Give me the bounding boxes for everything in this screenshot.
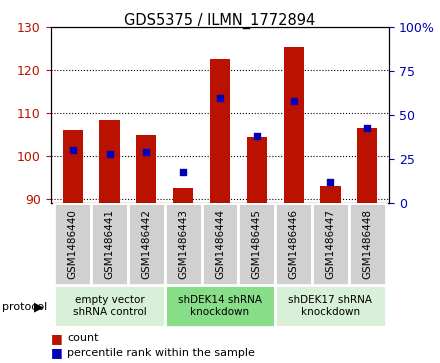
- Bar: [238, 203, 275, 285]
- Text: GSM1486442: GSM1486442: [141, 209, 151, 279]
- Point: [216, 95, 224, 101]
- Text: GSM1486446: GSM1486446: [289, 209, 299, 279]
- Text: GSM1486443: GSM1486443: [178, 209, 188, 279]
- Text: GSM1486440: GSM1486440: [68, 209, 78, 279]
- Bar: [320, 186, 341, 203]
- Text: GSM1486445: GSM1486445: [252, 209, 262, 279]
- Point: [180, 169, 187, 175]
- Bar: [283, 46, 304, 203]
- Bar: [312, 203, 349, 285]
- Bar: [99, 119, 120, 203]
- Bar: [357, 128, 378, 203]
- Point: [69, 147, 76, 153]
- Bar: [349, 203, 386, 285]
- Bar: [275, 285, 386, 327]
- Text: protocol: protocol: [2, 302, 48, 312]
- Bar: [165, 203, 202, 285]
- Text: count: count: [67, 333, 99, 343]
- Point: [253, 134, 260, 139]
- Point: [327, 179, 334, 185]
- Point: [364, 125, 371, 130]
- Text: shDEK14 shRNA
knockdown: shDEK14 shRNA knockdown: [178, 295, 262, 317]
- Text: ▶: ▶: [34, 300, 44, 313]
- Bar: [62, 130, 83, 203]
- Bar: [136, 135, 157, 203]
- Bar: [202, 203, 238, 285]
- Point: [143, 149, 150, 155]
- Bar: [128, 203, 165, 285]
- Text: GDS5375 / ILMN_1772894: GDS5375 / ILMN_1772894: [125, 13, 315, 29]
- Text: empty vector
shRNA control: empty vector shRNA control: [73, 295, 147, 317]
- Point: [290, 98, 297, 104]
- Text: percentile rank within the sample: percentile rank within the sample: [67, 348, 255, 358]
- Point: [106, 151, 113, 157]
- Text: ■: ■: [51, 332, 62, 345]
- Text: shDEK17 shRNA
knockdown: shDEK17 shRNA knockdown: [289, 295, 373, 317]
- Bar: [54, 203, 91, 285]
- Bar: [165, 285, 275, 327]
- Bar: [91, 203, 128, 285]
- Bar: [210, 60, 230, 203]
- Text: GSM1486448: GSM1486448: [362, 209, 372, 279]
- Bar: [173, 188, 193, 203]
- Bar: [247, 137, 267, 203]
- Bar: [275, 203, 312, 285]
- Bar: [54, 285, 165, 327]
- Text: ■: ■: [51, 346, 62, 359]
- Text: GSM1486444: GSM1486444: [215, 209, 225, 279]
- Text: GSM1486441: GSM1486441: [105, 209, 114, 279]
- Text: GSM1486447: GSM1486447: [326, 209, 335, 279]
